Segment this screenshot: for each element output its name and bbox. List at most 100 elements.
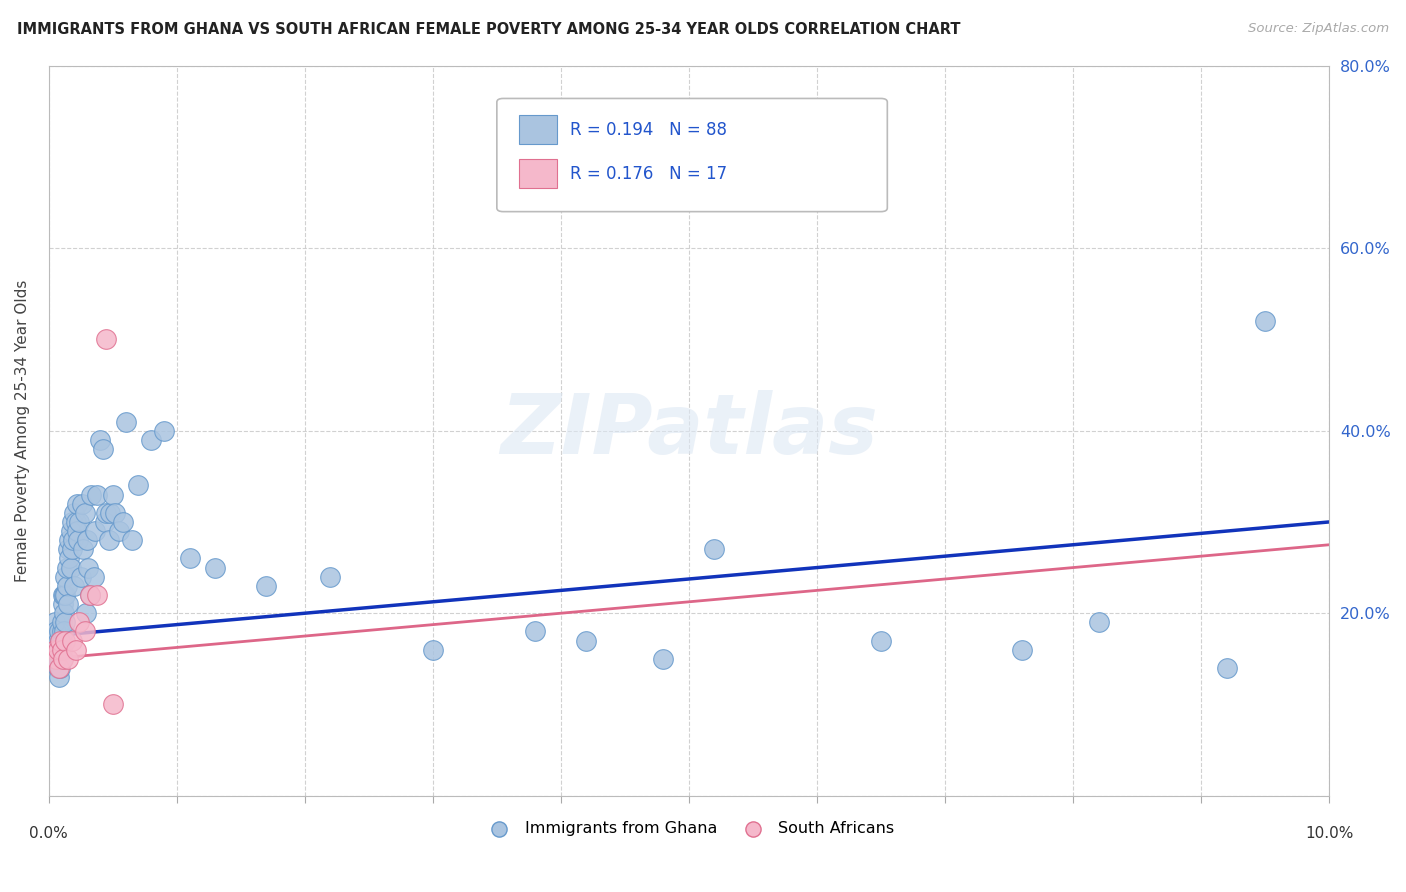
Point bbox=[652, 652, 675, 666]
Point bbox=[48, 661, 70, 675]
Point bbox=[575, 633, 598, 648]
Point bbox=[45, 624, 67, 639]
Point bbox=[46, 642, 69, 657]
Point bbox=[153, 424, 176, 438]
Point bbox=[69, 615, 91, 630]
Point bbox=[60, 515, 83, 529]
Point bbox=[60, 633, 83, 648]
Point bbox=[80, 487, 103, 501]
Point bbox=[121, 533, 143, 548]
Text: R = 0.176   N = 17: R = 0.176 N = 17 bbox=[569, 165, 727, 183]
Point bbox=[204, 560, 226, 574]
Point bbox=[77, 560, 100, 574]
Point bbox=[1087, 615, 1109, 630]
Point bbox=[53, 624, 76, 639]
Point bbox=[53, 606, 76, 620]
Point bbox=[45, 652, 67, 666]
Point bbox=[49, 633, 72, 648]
Point bbox=[51, 615, 73, 630]
Point bbox=[46, 652, 69, 666]
Point bbox=[127, 478, 149, 492]
Legend: Immigrants from Ghana, South Africans: Immigrants from Ghana, South Africans bbox=[477, 814, 901, 843]
FancyBboxPatch shape bbox=[496, 98, 887, 211]
Point bbox=[67, 533, 90, 548]
Text: 0.0%: 0.0% bbox=[30, 826, 67, 841]
Point bbox=[96, 506, 118, 520]
Point bbox=[69, 515, 91, 529]
Point bbox=[703, 542, 725, 557]
FancyBboxPatch shape bbox=[519, 159, 557, 188]
Point bbox=[94, 515, 117, 529]
Text: ZIPatlas: ZIPatlas bbox=[501, 390, 877, 471]
Point bbox=[44, 642, 66, 657]
Point bbox=[86, 487, 108, 501]
Point bbox=[1254, 314, 1277, 328]
Point bbox=[48, 652, 70, 666]
Point bbox=[46, 661, 69, 675]
Point bbox=[49, 661, 72, 675]
Point bbox=[63, 506, 86, 520]
Point bbox=[55, 615, 77, 630]
Point bbox=[98, 506, 121, 520]
Point bbox=[75, 606, 97, 620]
Point bbox=[46, 642, 69, 657]
Point bbox=[73, 624, 96, 639]
Point bbox=[52, 652, 75, 666]
Point bbox=[52, 597, 75, 611]
Point bbox=[48, 670, 70, 684]
Y-axis label: Female Poverty Among 25-34 Year Olds: Female Poverty Among 25-34 Year Olds bbox=[15, 279, 30, 582]
Point bbox=[51, 642, 73, 657]
Point bbox=[66, 497, 89, 511]
Point bbox=[96, 333, 118, 347]
Point bbox=[63, 579, 86, 593]
Point bbox=[65, 515, 87, 529]
Point bbox=[69, 570, 91, 584]
Point bbox=[79, 588, 101, 602]
Text: IMMIGRANTS FROM GHANA VS SOUTH AFRICAN FEMALE POVERTY AMONG 25-34 YEAR OLDS CORR: IMMIGRANTS FROM GHANA VS SOUTH AFRICAN F… bbox=[17, 22, 960, 37]
Point bbox=[51, 633, 73, 648]
Point bbox=[83, 570, 105, 584]
Point bbox=[101, 487, 124, 501]
Point bbox=[1011, 642, 1033, 657]
Point bbox=[56, 542, 79, 557]
Point bbox=[422, 642, 444, 657]
Text: Source: ZipAtlas.com: Source: ZipAtlas.com bbox=[1249, 22, 1389, 36]
Point bbox=[53, 588, 76, 602]
Point bbox=[49, 633, 72, 648]
Point bbox=[76, 533, 98, 548]
Point bbox=[42, 633, 65, 648]
Point bbox=[56, 652, 79, 666]
Point bbox=[66, 524, 89, 538]
Point bbox=[179, 551, 201, 566]
Point bbox=[58, 533, 80, 548]
Point bbox=[48, 624, 70, 639]
Point bbox=[44, 642, 66, 657]
Point bbox=[70, 497, 93, 511]
Point bbox=[79, 588, 101, 602]
Point bbox=[48, 642, 70, 657]
Point bbox=[55, 570, 77, 584]
Point bbox=[55, 588, 77, 602]
Point bbox=[44, 615, 66, 630]
Point bbox=[72, 542, 94, 557]
Point bbox=[114, 415, 136, 429]
Point bbox=[58, 551, 80, 566]
Text: 10.0%: 10.0% bbox=[1305, 826, 1353, 841]
Point bbox=[86, 588, 108, 602]
Point bbox=[104, 506, 127, 520]
Point bbox=[111, 515, 134, 529]
Point bbox=[91, 442, 114, 456]
Point bbox=[101, 698, 124, 712]
Point bbox=[524, 624, 547, 639]
Point bbox=[89, 433, 111, 447]
Point bbox=[55, 633, 77, 648]
Point bbox=[45, 652, 67, 666]
Point bbox=[51, 624, 73, 639]
Point bbox=[1215, 661, 1237, 675]
FancyBboxPatch shape bbox=[519, 115, 557, 145]
Point bbox=[62, 533, 84, 548]
Point bbox=[45, 642, 67, 657]
Point bbox=[59, 524, 82, 538]
Point bbox=[52, 588, 75, 602]
Text: R = 0.194   N = 88: R = 0.194 N = 88 bbox=[569, 120, 727, 139]
